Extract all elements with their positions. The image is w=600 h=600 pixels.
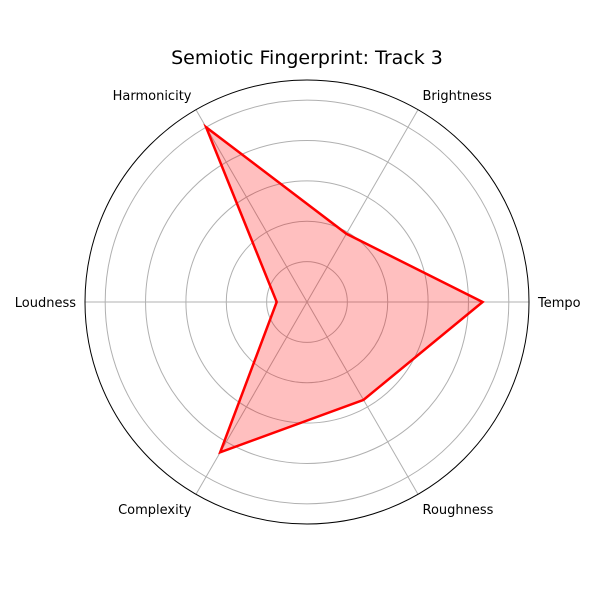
- chart-title: Semiotic Fingerprint: Track 3: [171, 47, 443, 69]
- axis-label-harmonicity: Harmonicity: [113, 89, 192, 104]
- axis-label-tempo: Tempo: [537, 296, 581, 311]
- grid-layer: [85, 99, 529, 505]
- axis-label-loudness: Loudness: [15, 296, 76, 311]
- axis-label-roughness: Roughness: [423, 503, 494, 518]
- series-layer: [203, 123, 485, 455]
- series-fill-1: [206, 127, 483, 453]
- axis-label-layer: Tempo Brightness Harmonicity Loudness Comple…: [15, 89, 581, 518]
- spoke-complexity: [195, 301, 308, 495]
- spoke-brightness: [306, 109, 419, 303]
- polar-frame: [84, 79, 530, 525]
- frame-layer: [84, 79, 530, 525]
- spoke-roughness: [306, 301, 419, 495]
- axis-label-brightness: Brightness: [423, 89, 492, 104]
- spoke-harmonicity: [195, 109, 308, 303]
- axis-label-complexity: Complexity: [118, 503, 192, 518]
